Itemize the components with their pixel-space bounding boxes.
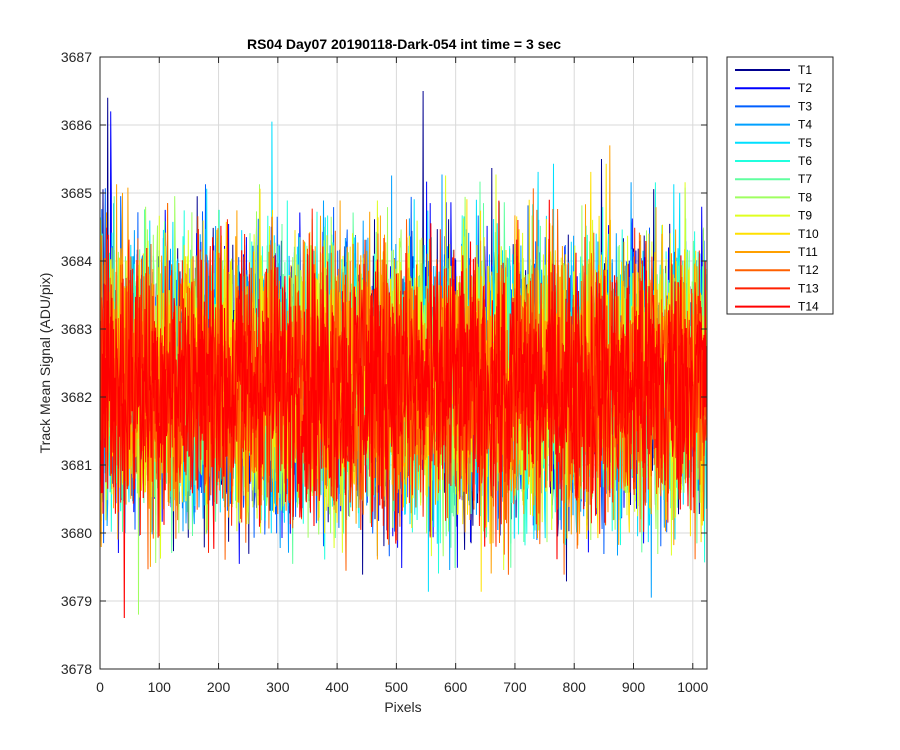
legend-label: T4 [798,118,812,132]
legend-entry-T1: T1 [735,63,812,77]
plot-area [99,90,707,619]
legend-entry-T10: T10 [735,227,819,241]
legend-entry-T12: T12 [735,263,819,277]
legend-label: T13 [798,281,819,295]
legend-entry-T11: T11 [735,245,818,259]
legend-label: T14 [798,300,819,314]
legend-entry-T3: T3 [735,99,812,113]
axes-box [99,56,708,670]
legend-entry-T9: T9 [735,209,812,223]
series-line-T14 [99,199,707,619]
x-tick-label: 600 [444,679,468,695]
legend: T1 T2 T3 T4 T5 T6 T7 T8 T9 T10 T11 T12 T13 T14 [726,56,834,315]
y-tick-label: 3687 [61,49,92,65]
legend-entry-T14: T14 [735,300,819,314]
legend-label: T2 [798,81,812,95]
legend-label: T10 [798,227,819,241]
legend-label: T11 [798,245,818,259]
y-tick-label: 3684 [61,253,92,269]
legend-label: T5 [798,136,812,150]
legend-entry-T5: T5 [735,136,812,150]
x-tick-label: 100 [148,679,172,695]
x-tick-label: 0 [96,679,104,695]
legend-entry-T8: T8 [735,190,812,204]
x-tick-label: 300 [266,679,290,695]
legend-label: T6 [798,154,812,168]
legend-label: T1 [798,63,812,77]
legend-entry-T7: T7 [735,172,812,186]
chart-title: RS04 Day07 20190118-Dark-054 int time = … [247,36,561,52]
legend-label: T8 [798,190,812,204]
y-tick-label: 3679 [61,593,92,609]
y-tick-label: 3680 [61,525,92,541]
legend-label: T3 [798,99,812,113]
x-tick-label: 700 [503,679,527,695]
legend-label: T12 [798,263,819,277]
axis-ticks: 0 100 200 300 400 500 600 700 800 900 1000 3678 3679… [61,49,709,695]
x-tick-label: 800 [563,679,587,695]
legend-entry-T13: T13 [735,281,819,295]
legend-entry-T2: T2 [735,81,812,95]
x-tick-label: 1000 [677,679,708,695]
x-tick-label: 400 [325,679,349,695]
y-tick-label: 3685 [61,185,92,201]
y-tick-label: 3683 [61,321,92,337]
y-tick-label: 3678 [61,661,92,677]
y-axis-label: Track Mean Signal (ADU/pix) [37,273,53,454]
x-tick-label: 200 [207,679,231,695]
y-tick-label: 3686 [61,117,92,133]
legend-label: T9 [798,209,812,223]
legend-entry-T4: T4 [735,118,812,132]
y-tick-label: 3681 [61,457,92,473]
legend-entry-T6: T6 [735,154,812,168]
x-axis-label: Pixels [384,699,421,715]
x-tick-label: 900 [622,679,646,695]
x-tick-label: 500 [385,679,409,695]
y-tick-label: 3682 [61,389,92,405]
legend-label: T7 [798,172,812,186]
